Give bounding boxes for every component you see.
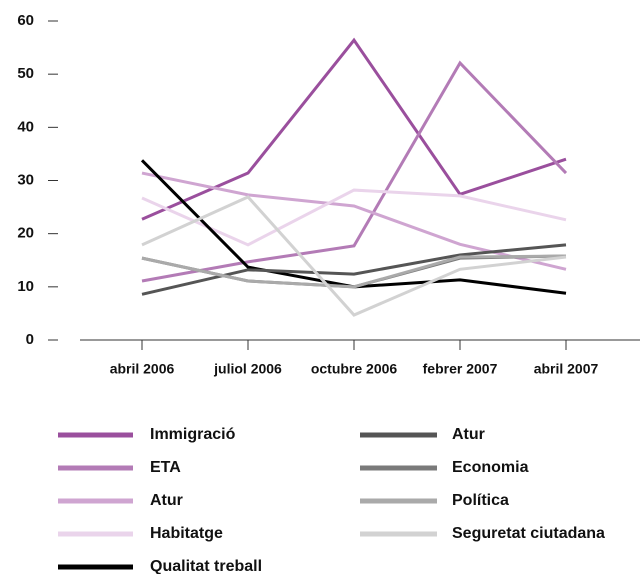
series-line [141,195,567,317]
x-tick-label: octubre 2006 [311,361,398,377]
x-tick-label: abril 2007 [534,361,599,377]
series-line [141,188,567,247]
legend-label: Política [452,492,509,509]
legend-label: Seguretat ciutadana [452,525,605,542]
legend-label: Economia [452,459,529,476]
y-tick-label: 0 [26,331,34,348]
legend-label: Qualitat treball [150,558,262,574]
series-line [141,254,567,289]
series-line [141,243,567,296]
x-tick-label: abril 2006 [110,361,175,377]
legend-label: Immigració [150,426,236,443]
series-line [141,60,568,283]
series-line [141,37,567,221]
y-tick-label: 10 [17,278,34,295]
y-tick-label: 30 [17,171,34,188]
y-tick-label: 40 [17,118,34,135]
y-tick-label: 50 [17,65,34,82]
y-tick-label: 20 [17,225,34,242]
legend-label: Habitatge [150,525,223,542]
legend-label: Atur [452,426,485,443]
legend-label: Atur [150,492,183,509]
series-line [141,171,567,271]
x-tick-label: febrer 2007 [423,361,498,377]
legend-label: ETA [150,459,181,476]
x-tick-label: juliol 2006 [213,361,282,377]
y-tick-label: 60 [17,12,34,29]
